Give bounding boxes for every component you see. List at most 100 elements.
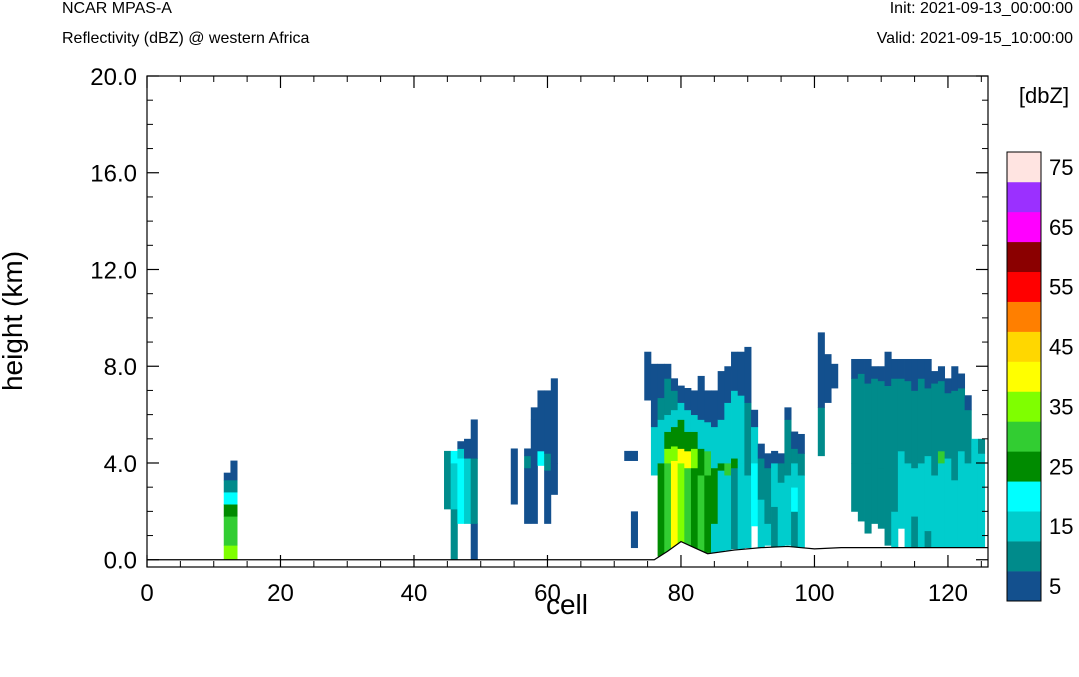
reflectivity-cell — [864, 383, 872, 464]
reflectivity-cell — [917, 358, 925, 379]
reflectivity-cell — [871, 366, 879, 379]
reflectivity-cell — [891, 458, 899, 512]
colorbar-swatch — [1007, 361, 1041, 392]
reflectivity-cell — [951, 366, 959, 391]
minor-ticks — [147, 76, 988, 567]
reflectivity-cell — [764, 523, 772, 546]
reflectivity-cell — [757, 499, 765, 549]
reflectivity-cell — [717, 419, 725, 464]
reflectivity-cell — [704, 450, 712, 476]
reflectivity-cell — [544, 390, 552, 454]
colorbar-unit-label: [dbZ] — [1019, 83, 1069, 108]
reflectivity-cell — [777, 482, 785, 549]
reflectivity-cell — [764, 467, 772, 524]
reflectivity-cell — [464, 458, 472, 524]
valid-time: Valid: 2021-09-15_10:00:00 — [876, 30, 1073, 47]
reflectivity-cell — [817, 407, 825, 457]
terrain-line — [147, 540, 988, 561]
colorbar-swatch — [1007, 391, 1041, 422]
reflectivity-cell — [690, 390, 699, 416]
colorbar-tick-label: 25 — [1049, 454, 1073, 479]
reflectivity-cell — [884, 351, 892, 386]
reflectivity-cell — [964, 463, 972, 549]
reflectivity-cell — [470, 419, 478, 459]
reflectivity-cell — [670, 460, 679, 551]
reflectivity-cell — [951, 479, 959, 549]
reflectivity-cell — [670, 446, 679, 461]
x-tick-label: 60 — [534, 580, 561, 607]
reflectivity-cell — [664, 378, 672, 416]
reflectivity-cell — [530, 419, 538, 524]
colorbar-swatch — [1007, 211, 1041, 243]
reflectivity-cell — [937, 463, 946, 549]
colorbar: 5 15 25 35 45 55 65 75 — [1006, 151, 1073, 602]
reflectivity-cell — [731, 467, 739, 550]
reflectivity-cell — [931, 475, 939, 549]
reflectivity-cell — [677, 448, 685, 464]
reflectivity-cell — [677, 402, 685, 420]
reflectivity-cell — [230, 492, 238, 505]
reflectivity-cell — [223, 479, 231, 493]
x-tick-label: 120 — [928, 580, 968, 607]
reflectivity-cell — [670, 426, 679, 447]
reflectivity-cell — [744, 346, 752, 403]
reflectivity-cell — [857, 358, 865, 374]
reflectivity-cell — [784, 419, 792, 476]
reflectivity-cell — [684, 450, 692, 469]
reflectivity-cell — [884, 499, 892, 546]
colorbar-swatch — [1007, 181, 1041, 213]
reflectivity-cell — [777, 453, 785, 464]
reflectivity-cell — [457, 448, 465, 459]
reflectivity-cell — [851, 463, 859, 512]
reflectivity-cell — [524, 467, 532, 524]
reflectivity-cell — [664, 431, 672, 449]
reflectivity-cell — [771, 506, 779, 549]
model-name: NCAR MPAS-A — [62, 0, 172, 17]
x-axis-label: cell — [546, 589, 588, 620]
reflectivity-cell — [450, 508, 458, 561]
reflectivity-cell — [724, 475, 732, 551]
x-axis-ticks: 0 20 40 60 80 100 120 — [140, 76, 968, 607]
reflectivity-cell — [644, 351, 652, 401]
reflectivity-cell — [470, 523, 478, 561]
reflectivity-cell — [704, 390, 712, 423]
colorbar-swatch — [1007, 241, 1041, 273]
reflectivity-cell — [450, 450, 458, 464]
field-description: Reflectivity (dBZ) @ western Africa — [62, 30, 310, 47]
reflectivity-cell — [857, 450, 865, 522]
reflectivity-cell — [784, 407, 792, 420]
y-tick-label: 12.0 — [90, 257, 137, 284]
reflectivity-cell — [924, 358, 932, 389]
reflectivity-cell — [791, 463, 799, 488]
reflectivity-cell — [704, 421, 712, 452]
reflectivity-cell — [897, 358, 905, 379]
reflectivity-cell — [457, 458, 465, 524]
reflectivity-cell — [670, 409, 679, 428]
reflectivity-cell — [904, 358, 912, 382]
y-tick-label: 0.0 — [104, 548, 137, 575]
reflectivity-cell — [957, 373, 966, 389]
reflectivity-cell — [911, 358, 919, 391]
reflectivity-cell — [944, 392, 952, 459]
init-time: Init: 2021-09-13_00:00:00 — [889, 0, 1073, 17]
reflectivity-cell — [624, 450, 632, 461]
reflectivity-cell — [684, 467, 692, 551]
reflectivity-cell — [524, 448, 532, 457]
reflectivity-cell — [223, 504, 231, 517]
reflectivity-cell — [911, 390, 919, 469]
colorbar-swatch — [1007, 152, 1041, 183]
colorbar-tick-label: 5 — [1049, 574, 1061, 599]
reflectivity-cell — [937, 450, 946, 464]
reflectivity-cell — [550, 463, 558, 495]
reflectivity-cell — [924, 455, 932, 532]
reflectivity-cell — [944, 378, 952, 394]
reflectivity-cell — [664, 414, 672, 432]
reflectivity-cell — [544, 453, 552, 471]
colorbar-tick-label: 35 — [1049, 394, 1073, 419]
colorbar-tick-label: 55 — [1049, 275, 1073, 300]
y-tick-label: 20.0 — [90, 64, 137, 91]
colorbar-swatch — [1007, 511, 1041, 542]
reflectivity-cell — [857, 373, 865, 452]
reflectivity-cell — [917, 378, 925, 464]
reflectivity-cell — [897, 450, 905, 529]
